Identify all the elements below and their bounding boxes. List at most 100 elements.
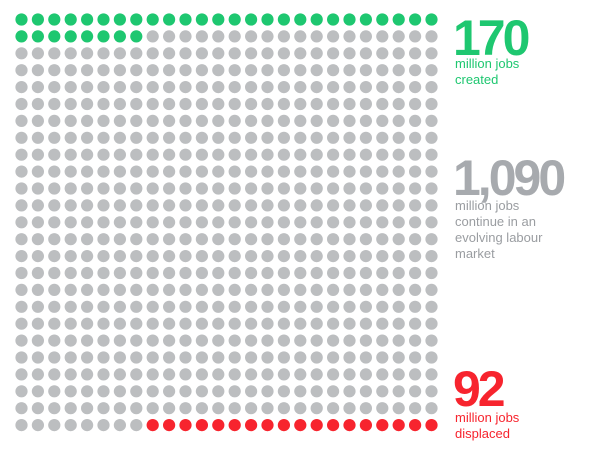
dot-continue [376, 368, 389, 381]
dot-continue [48, 419, 61, 432]
dot-continue [179, 97, 192, 111]
dot-continue [97, 300, 110, 313]
dot-continue [228, 283, 241, 296]
dot-continue [146, 199, 159, 212]
dot-displaced [425, 419, 438, 432]
dot-continue [376, 81, 389, 94]
dot-continue [97, 97, 110, 111]
dot-continue [15, 64, 28, 77]
dot-continue [97, 64, 110, 77]
dot-continue [359, 148, 372, 161]
dot-continue [15, 266, 28, 280]
dot-continue [130, 351, 143, 364]
dot-created [163, 13, 176, 26]
dot-continue [359, 199, 372, 212]
dot-continue [81, 419, 94, 432]
dot-continue [97, 351, 110, 364]
dot-continue [277, 385, 290, 398]
dot-continue [113, 81, 126, 94]
dot-continue [277, 114, 290, 127]
dot-continue [277, 81, 290, 94]
dot-continue [31, 233, 44, 246]
dot-continue [179, 317, 192, 330]
dot-continue [409, 199, 422, 212]
dot-continue [425, 131, 438, 144]
dot-continue [409, 97, 422, 111]
dot-created [212, 13, 225, 26]
dot-continue [31, 266, 44, 280]
dot-continue [277, 148, 290, 161]
dot-continue [97, 250, 110, 263]
dot-continue [392, 64, 405, 77]
dot-continue [179, 385, 192, 398]
dot-continue [48, 300, 61, 313]
dot-continue [376, 114, 389, 127]
dot-continue [212, 47, 225, 60]
dot-continue [81, 165, 94, 178]
dot-continue [245, 30, 258, 43]
dot-continue [64, 402, 77, 415]
dot-continue [15, 182, 28, 195]
dot-continue [212, 368, 225, 381]
dot-continue [277, 216, 290, 229]
dot-continue [31, 300, 44, 313]
dot-continue [376, 216, 389, 229]
dot-displaced [195, 419, 208, 432]
dot-continue [97, 317, 110, 330]
dot-continue [277, 47, 290, 60]
dot-continue [409, 131, 422, 144]
dot-displaced [163, 419, 176, 432]
dot-continue [392, 351, 405, 364]
dot-continue [409, 250, 422, 263]
dot-continue [146, 114, 159, 127]
dot-continue [277, 97, 290, 111]
dot-continue [212, 283, 225, 296]
dot-continue [409, 402, 422, 415]
dot-continue [425, 182, 438, 195]
dot-continue [245, 351, 258, 364]
dot-continue [15, 283, 28, 296]
dot-created [146, 13, 159, 26]
dot-continue [277, 64, 290, 77]
dot-continue [81, 47, 94, 60]
dot-continue [195, 283, 208, 296]
dot-continue [409, 64, 422, 77]
dot-continue [392, 114, 405, 127]
dot-continue [97, 114, 110, 127]
dot-continue [179, 351, 192, 364]
dot-continue [310, 216, 323, 229]
dot-continue [261, 165, 274, 178]
dot-displaced [343, 419, 356, 432]
dot-continue [195, 385, 208, 398]
dot-continue [310, 81, 323, 94]
dot-continue [310, 250, 323, 263]
dot-continue [212, 300, 225, 313]
dot-continue [97, 148, 110, 161]
dot-continue [15, 300, 28, 313]
dot-continue [343, 114, 356, 127]
dot-continue [245, 402, 258, 415]
dot-continue [113, 233, 126, 246]
dot-continue [228, 334, 241, 347]
dot-continue [113, 216, 126, 229]
dot-continue [81, 385, 94, 398]
dot-continue [261, 233, 274, 246]
dot-continue [310, 47, 323, 60]
dot-continue [343, 233, 356, 246]
dot-continue [81, 317, 94, 330]
dot-continue [130, 64, 143, 77]
dot-continue [146, 131, 159, 144]
dot-continue [146, 47, 159, 60]
dot-continue [81, 334, 94, 347]
dot-continue [146, 334, 159, 347]
dot-continue [359, 165, 372, 178]
dot-continue [31, 334, 44, 347]
dot-continue [245, 250, 258, 263]
dot-continue [392, 165, 405, 178]
dot-continue [277, 283, 290, 296]
continue-caption-line: evolving labour [455, 230, 543, 245]
dot-continue [392, 317, 405, 330]
dot-continue [195, 250, 208, 263]
dot-continue [130, 97, 143, 111]
dot-continue [228, 368, 241, 381]
